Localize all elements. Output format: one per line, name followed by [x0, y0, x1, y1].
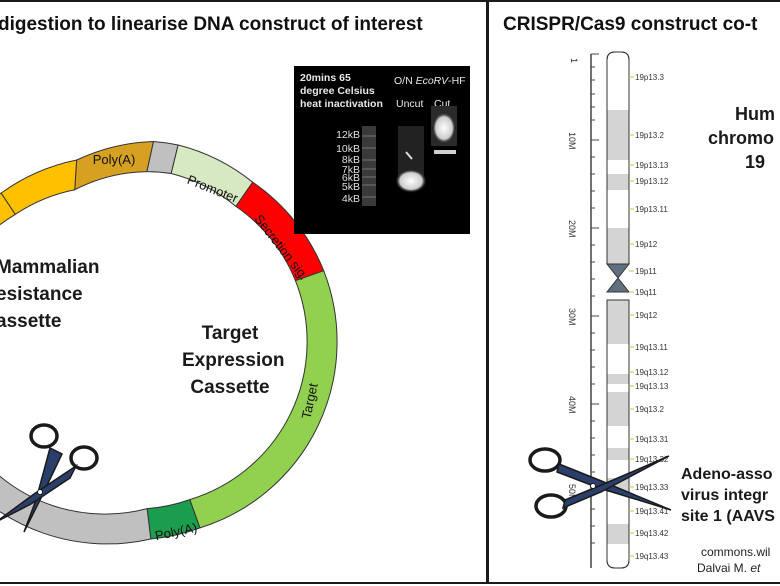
- expression-line-2: Expression: [182, 350, 285, 371]
- band-19q13-31: 19q13.31: [635, 435, 669, 444]
- band-19q13-33: 19q13.33: [635, 483, 669, 492]
- aavs1-line-2: virus integr: [681, 487, 769, 504]
- ruler-label-50m: 50M: [567, 484, 577, 502]
- ladder-12kb: 12kB: [336, 129, 360, 141]
- band-19q12: 19q12: [635, 311, 658, 320]
- ruler-label-30m: 30M: [567, 308, 577, 326]
- ruler-label-10m: 10M: [567, 132, 577, 150]
- band-19q13-32: 19q13.32: [635, 455, 669, 464]
- grey-backbone-segment: [0, 475, 152, 545]
- promoter-segment: [170, 144, 254, 208]
- band-19q13-43: 19q13.43: [635, 552, 669, 561]
- right-panel: CRISPR/Cas9 construct co-t 1 10M 20M 30M: [487, 0, 780, 584]
- band-19p13-11: 19p13.11: [635, 205, 668, 214]
- band-19p13-13: 19p13.13: [635, 161, 669, 170]
- scissors-icon: [0, 423, 99, 533]
- gel-enzyme-name: EcoRV: [415, 75, 449, 87]
- gel-electrophoresis-image: 20mins 65 degree Celsius heat inactivati…: [294, 66, 470, 234]
- aavs1-scissors-icon: [528, 447, 672, 519]
- band-19p11: 19p11: [635, 267, 657, 276]
- polya-top-label: Poly(A): [93, 152, 136, 167]
- resistance-cassette-label: Mammalian esistance assette: [0, 254, 99, 335]
- ladder-10kb: 10kB: [336, 143, 360, 155]
- credit-author: Dalvai M.: [697, 561, 751, 575]
- band-19p12: 19p12: [635, 240, 658, 249]
- ladder-lane: [362, 126, 376, 206]
- band-19q13-42: 19q13.42: [635, 529, 669, 538]
- band-19p13-3: 19p13.3: [635, 73, 664, 82]
- lane-uncut-label: Uncut: [396, 98, 424, 110]
- expression-line-3: Cassette: [190, 377, 270, 398]
- centromere: [605, 263, 631, 293]
- aavs1-line-3: site 1 (AAVS: [681, 508, 775, 525]
- gel-protocol-note: 20mins 65 degree Celsius heat inactivati…: [300, 72, 383, 111]
- chromosome-label-line-2: chromo: [707, 128, 774, 148]
- gel-header-prefix: O/N: [394, 75, 416, 87]
- chromosome-label-line-1: Hum: [735, 104, 775, 124]
- resistance-cassette-segment-left: [0, 192, 16, 226]
- gel-enzyme-header: O/N EcoRV-HF: [394, 75, 466, 87]
- band-19q13-41: 19q13.41: [635, 507, 669, 516]
- left-panel-title: digestion to linearise DNA construct of …: [0, 14, 423, 35]
- uncut-lane-smear: [398, 126, 424, 176]
- left-panel: digestion to linearise DNA construct of …: [0, 0, 488, 584]
- band-19p13-12: 19p13.12: [635, 177, 669, 186]
- resistance-cassette-segment: [0, 159, 78, 216]
- credit-line-1: commons.wil: [701, 545, 771, 559]
- gel-enzyme-suffix: -HF: [448, 75, 466, 87]
- cut-linear-band: [432, 112, 456, 144]
- resistance-line-3: assette: [0, 311, 62, 332]
- credit-line-2: Dalvai M. et: [697, 561, 760, 575]
- right-panel-title: CRISPR/Cas9 construct co-t: [503, 14, 758, 35]
- resistance-line-1: Mammalian: [0, 257, 100, 278]
- human-chromosome-label: Hum chromo 19: [708, 102, 775, 174]
- band-19p13-2: 19p13.2: [635, 131, 664, 140]
- aavs1-label: Adeno-asso virus integr site 1 (AAVS: [681, 464, 775, 527]
- ruler-label-1: 1: [569, 58, 579, 63]
- gel-protocol-line-1: 20mins 65: [300, 72, 351, 84]
- ladder-7kb: 7kB: [341, 164, 360, 176]
- gel-protocol-line-3: heat inactivation: [300, 98, 383, 110]
- resistance-line-2: esistance: [0, 284, 83, 305]
- band-19q13-12: 19q13.12: [635, 368, 669, 377]
- plasmid-map: Poly(A) Promoter Secretion sig. Target P…: [0, 140, 338, 545]
- gel-bands: [362, 106, 457, 206]
- target-segment-label: Target: [299, 381, 321, 420]
- chromosome-label-line-3: 19: [744, 152, 766, 172]
- band-19q13-13: 19q13.13: [635, 382, 669, 391]
- aavs1-line-1: Adeno-asso: [681, 466, 773, 483]
- ruler-label-20m: 20M: [567, 220, 577, 238]
- ladder-6kb: 6kB: [341, 172, 360, 184]
- ruler-label-40m: 40M: [567, 396, 577, 414]
- gel-protocol-line-2: degree Celsius: [300, 85, 375, 97]
- credit-et-al: et: [750, 561, 761, 575]
- band-19q11: 19q11: [635, 288, 657, 297]
- expression-cassette-label: Target Expression Cassette: [182, 320, 285, 401]
- ladder-8kb: 8kB: [341, 154, 360, 166]
- ladder-5kb: 5kB: [341, 181, 360, 193]
- expression-line-1: Target: [201, 323, 259, 344]
- uncut-supercoiled-band: [395, 169, 427, 193]
- band-19q13-2: 19q13.2: [635, 405, 664, 414]
- band-19q13-11: 19q13.11: [635, 343, 668, 352]
- chromosome-ideogram: 1 10M 20M 30M 40M 50M 19p13.3 19p13.: [528, 51, 672, 569]
- ladder-4kb: 4kB: [341, 193, 360, 205]
- chromosome-19: [605, 51, 631, 569]
